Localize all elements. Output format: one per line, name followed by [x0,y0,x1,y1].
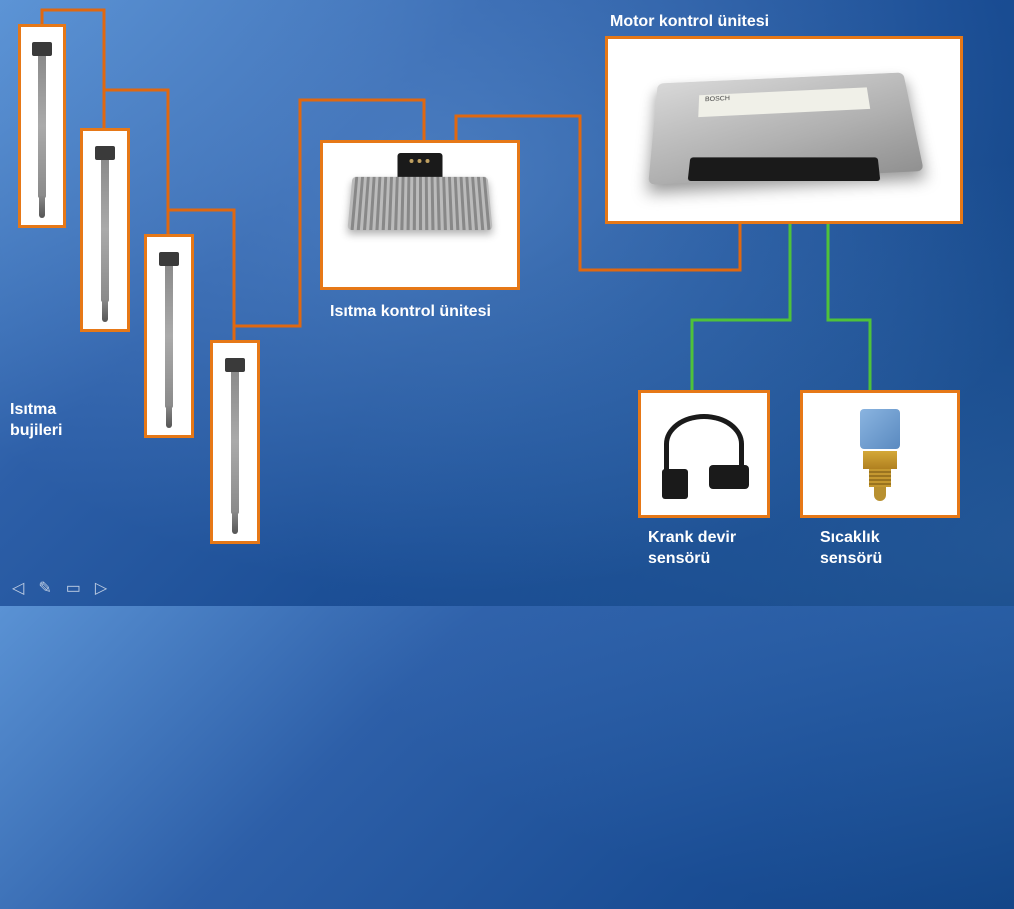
temp-tip [874,487,886,501]
crank-body [709,465,749,489]
crank-sensor-label: Krank devir sensörü [648,528,736,570]
pen-icon[interactable]: ✎ [38,578,51,598]
glow-plug-graphic [165,264,173,408]
navigation-bar: ◁ ✎ ▭ ▷ [12,578,107,598]
heating-control-unit [320,140,520,290]
ecu-label: Motor kontrol ünitesi [610,12,769,33]
engine-control-unit: BOSCH [605,36,963,224]
temp-sensor-graphic [840,409,920,499]
glow-plug-graphic [231,370,239,514]
ecu-connector [688,157,881,181]
heating-control-label: Isıtma kontrol ünitesi [330,302,491,323]
temperature-sensor [800,390,960,518]
glow-plug-2 [80,128,130,332]
temp-hex-nut [863,451,897,469]
temp-sensor-label: Sıcaklık sensörü [820,528,882,570]
glow-plug-graphic [101,158,109,302]
ecu-graphic: BOSCH [639,60,929,200]
glow-plug-4 [210,340,260,544]
temp-thread [869,469,891,487]
heatsink-fins [347,177,492,230]
temp-connector [860,409,900,449]
glow-plug-graphic [38,54,46,198]
heatsink-graphic [350,175,490,255]
screen-icon[interactable]: ▭ [66,578,81,598]
glow-plug-1 [18,24,66,228]
glow-plugs-label: Isıtma bujileri [10,400,62,442]
glow-plug-3 [144,234,194,438]
crank-sensor-graphic [654,409,754,499]
back-icon[interactable]: ◁ [12,578,24,598]
forward-icon[interactable]: ▷ [95,578,107,598]
crank-connector [662,469,688,499]
crank-speed-sensor [638,390,770,518]
